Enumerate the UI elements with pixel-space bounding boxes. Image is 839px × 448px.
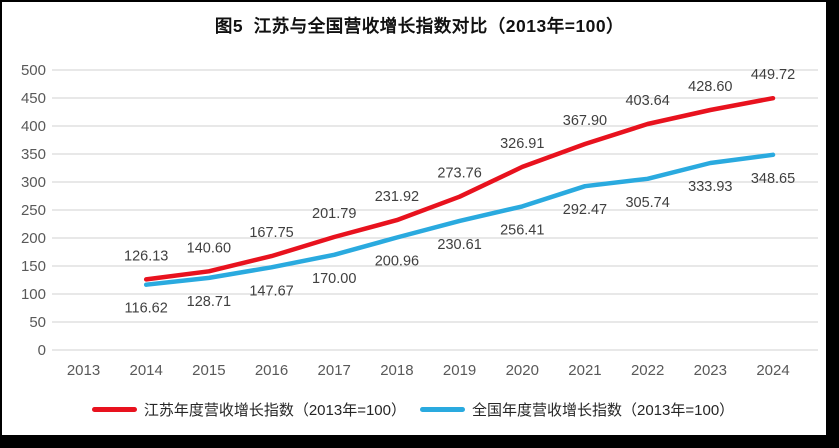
x-tick-label: 2018 [380, 362, 413, 379]
y-tick-label: 250 [21, 202, 46, 219]
x-tick-label: 2016 [255, 362, 288, 379]
frame-border-top [0, 0, 839, 2]
data-label: 305.74 [625, 195, 669, 211]
data-label: 292.47 [563, 202, 607, 218]
series-line-jiangsu [143, 95, 776, 282]
x-tick-label: 2022 [631, 362, 664, 379]
data-label: 273.76 [437, 166, 481, 182]
legend-label-jiangsu: 江苏年度营收增长指数（2013年=100） [143, 402, 406, 419]
x-tick-label: 2020 [506, 362, 539, 379]
data-label: 367.90 [563, 113, 607, 129]
data-label: 231.92 [375, 189, 419, 205]
x-tick-label: 2021 [568, 362, 601, 379]
legend-line-swatch-red [91, 407, 137, 412]
x-tick-label: 2017 [318, 362, 351, 379]
legend-line-swatch-blue [420, 407, 465, 412]
data-label: 428.60 [688, 79, 732, 95]
data-label: 348.65 [751, 171, 795, 187]
data-label: 333.93 [688, 179, 732, 195]
y-tick-label: 350 [21, 146, 46, 163]
legend-label-national: 全国年度营收增长指数（2013年=100） [472, 402, 735, 419]
chart-legend: 江苏年度营收增长指数（2013年=100） 全国年度营收增长指数（2013年=1… [0, 399, 826, 420]
x-tick-label: 2013 [67, 362, 100, 379]
x-tick-label: 2015 [192, 362, 225, 379]
data-label: 170.00 [312, 271, 356, 287]
data-label: 167.75 [249, 225, 293, 241]
series-line-national [143, 152, 776, 287]
y-tick-label: 300 [21, 174, 46, 191]
frame-border-bottom [0, 435, 839, 448]
y-tick-label: 100 [21, 286, 46, 303]
chart-title: 图5 江苏与全国营收增长指数对比（2013年=100） [214, 16, 625, 36]
data-label: 140.60 [187, 240, 231, 256]
data-label: 230.61 [437, 237, 481, 253]
y-tick-label: 450 [21, 90, 46, 107]
frame-border-left [0, 0, 2, 448]
y-tick-label: 50 [29, 314, 46, 331]
data-label: 128.71 [187, 294, 231, 310]
data-label: 126.13 [124, 248, 168, 264]
data-label: 326.91 [500, 136, 544, 152]
x-tick-label: 2014 [129, 362, 162, 379]
data-label: 147.67 [249, 283, 293, 299]
legend-item-national: 全国年度营收增长指数（2013年=100） [420, 399, 734, 420]
y-tick-label: 200 [21, 230, 46, 247]
y-tick-label: 400 [21, 118, 46, 135]
data-label: 449.72 [751, 67, 795, 83]
frame-border-right [826, 0, 839, 448]
x-tick-label: 2019 [443, 362, 476, 379]
x-tick-label: 2023 [694, 362, 727, 379]
y-tick-label: 500 [21, 62, 46, 79]
y-tick-label: 0 [38, 342, 46, 359]
data-label: 116.62 [125, 301, 168, 317]
x-tick-label: 2024 [756, 362, 789, 379]
data-label: 200.96 [375, 253, 419, 269]
data-label: 201.79 [312, 206, 356, 222]
y-tick-label: 150 [21, 258, 46, 275]
legend-item-jiangsu: 江苏年度营收增长指数（2013年=100） [91, 399, 406, 420]
data-label: 403.64 [625, 93, 669, 109]
data-label: 256.41 [500, 222, 544, 238]
